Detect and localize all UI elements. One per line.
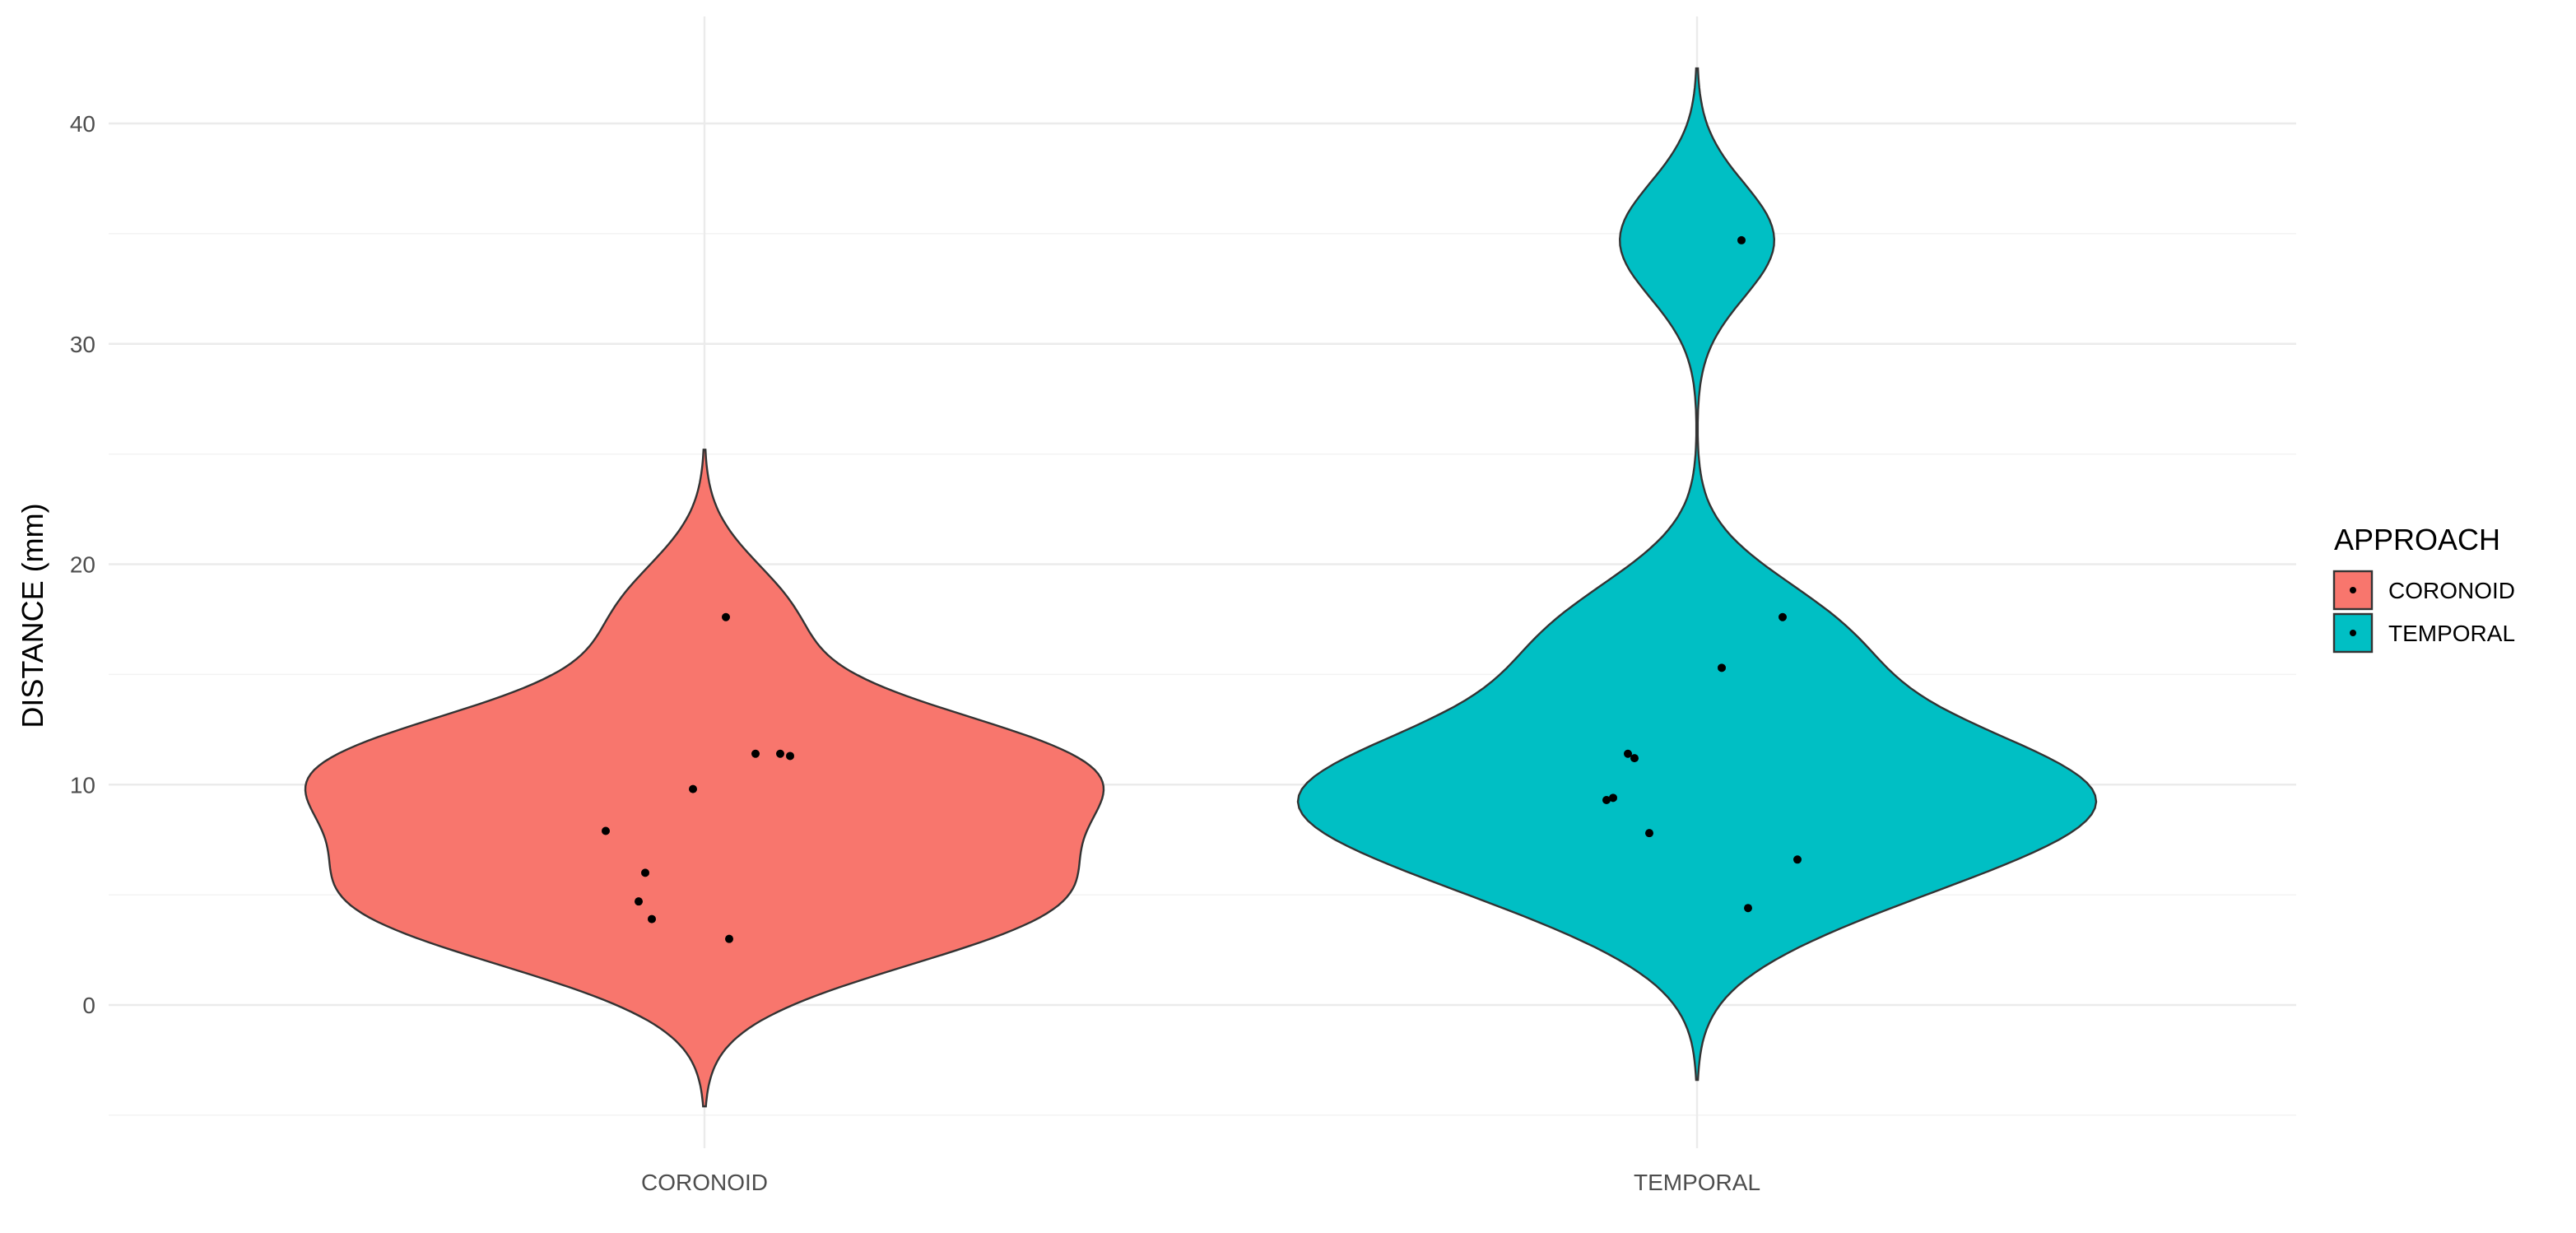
data-point (1718, 663, 1726, 672)
violin-coronoid (304, 449, 1105, 1108)
x-tick-label: TEMPORAL (1634, 1170, 1760, 1195)
data-point (648, 914, 656, 924)
data-point (786, 751, 794, 761)
y-tick-label: 40 (70, 111, 95, 137)
y-tick-label: 10 (70, 772, 95, 798)
data-point (1624, 749, 1632, 758)
data-point (722, 612, 730, 621)
y-axis-title: DISTANCE (mm) (16, 503, 49, 728)
data-point (1630, 754, 1639, 763)
legend-entry-coronoid: CORONOID (2332, 570, 2515, 611)
legend: APPROACH CORONOID TEMPORAL (2332, 523, 2515, 654)
legend-title: APPROACH (2334, 523, 2500, 556)
data-point (776, 749, 784, 758)
data-point (1779, 612, 1787, 621)
legend-label: TEMPORAL (2388, 621, 2515, 646)
data-point (1737, 235, 1746, 244)
data-point (1645, 829, 1653, 838)
violins (304, 67, 2098, 1108)
legend-label: CORONOID (2388, 578, 2515, 603)
data-point (1744, 904, 1752, 913)
data-point (689, 784, 697, 793)
data-point (641, 868, 649, 877)
data-point (1793, 855, 1802, 864)
data-point (725, 934, 733, 943)
x-axis-ticks: CORONOID TEMPORAL (641, 1170, 1760, 1195)
y-tick-label: 30 (70, 332, 95, 357)
x-tick-label: CORONOID (641, 1170, 768, 1195)
legend-entry-temporal: TEMPORAL (2332, 612, 2515, 654)
legend-key-dot (2350, 630, 2356, 636)
data-points (602, 235, 1802, 943)
data-point (1609, 793, 1617, 803)
grid-lines (109, 16, 2296, 1148)
data-point (602, 826, 610, 835)
data-point (635, 897, 643, 906)
data-point (751, 749, 760, 758)
legend-key-dot (2350, 587, 2356, 593)
y-tick-label: 0 (82, 993, 95, 1018)
y-axis-ticks: 0 10 20 30 40 (70, 111, 95, 1018)
violin-temporal (1296, 67, 2098, 1082)
y-tick-label: 20 (70, 552, 95, 578)
data-point (1602, 795, 1611, 804)
